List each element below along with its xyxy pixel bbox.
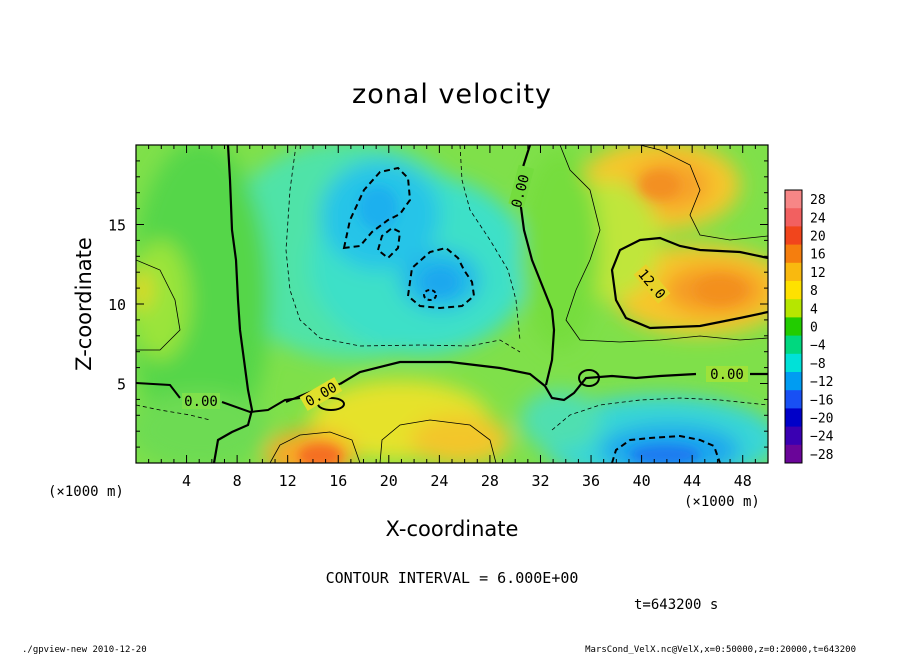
colorbar-label: 16 bbox=[810, 248, 826, 263]
colorbar-label: 0 bbox=[810, 321, 818, 336]
colorbar-swatch bbox=[785, 444, 802, 464]
contour-label: 0.00 bbox=[184, 394, 218, 410]
footer-right: MarsCond_VelX.nc@VelX,x=0:50000,z=0:2000… bbox=[585, 645, 856, 654]
contour-interval-text: CONTOUR INTERVAL = 6.000E+00 bbox=[326, 569, 579, 587]
x-tick-label: 36 bbox=[582, 472, 600, 490]
x-axis-title: X-coordinate bbox=[386, 517, 519, 541]
colorbar-swatch bbox=[785, 281, 802, 300]
colorbar-label: −28 bbox=[810, 448, 833, 463]
y-axis: 5 10 15 bbox=[108, 144, 768, 464]
contour-lines bbox=[136, 145, 768, 463]
y-tick-label: 15 bbox=[108, 217, 126, 235]
colorbar-label: 28 bbox=[810, 193, 826, 208]
x-unit-label: (×1000 m) bbox=[684, 494, 760, 510]
colorbar-swatch bbox=[785, 226, 802, 246]
x-tick-label: 24 bbox=[430, 472, 448, 490]
y-tick-label: 5 bbox=[117, 376, 126, 394]
x-tick-label: 28 bbox=[481, 472, 499, 490]
colorbar-swatch bbox=[785, 244, 802, 264]
colorbar-label: 20 bbox=[810, 230, 826, 245]
x-tick-label: 20 bbox=[380, 472, 398, 490]
x-tick-label: 32 bbox=[531, 472, 549, 490]
colorbar-label: 12 bbox=[810, 266, 826, 281]
y-unit-label: (×1000 m) bbox=[48, 484, 124, 500]
contour-label: 0.00 bbox=[710, 367, 744, 383]
velocity-field: 0.00 0.00 0.00 0.00 12.0 bbox=[136, 145, 768, 463]
y-tick-label: 10 bbox=[108, 296, 126, 314]
colorbar-swatch bbox=[785, 317, 802, 337]
time-text: t=643200 s bbox=[634, 597, 718, 613]
x-tick-label: 48 bbox=[734, 472, 752, 490]
x-tick-label: 44 bbox=[683, 472, 701, 490]
colorbar-swatch bbox=[785, 408, 802, 428]
y-axis-title: Z-coordinate bbox=[72, 237, 96, 371]
x-tick-label: 8 bbox=[233, 472, 242, 490]
colorbar-label: −20 bbox=[810, 412, 833, 427]
colorbar-label: 8 bbox=[810, 284, 818, 299]
colorbar-label: −12 bbox=[810, 375, 833, 390]
colorbar-label: −24 bbox=[810, 430, 834, 445]
colorbar-label: −8 bbox=[810, 357, 826, 372]
colorbar-swatch bbox=[785, 372, 802, 391]
footer-left: ./gpview-new 2010-12-20 bbox=[22, 645, 147, 654]
colorbar-swatch bbox=[785, 190, 802, 209]
colorbar-swatch bbox=[785, 353, 802, 373]
colorbar-label: −4 bbox=[810, 339, 826, 354]
colorbar-label: −16 bbox=[810, 393, 833, 408]
colorbar-swatch bbox=[785, 208, 802, 227]
x-tick-label: 4 bbox=[182, 472, 191, 490]
colorbar-swatch bbox=[785, 262, 802, 282]
colorbar-swatch bbox=[785, 426, 802, 446]
colorbar-swatch bbox=[785, 390, 802, 409]
colorbar-swatch bbox=[785, 299, 802, 318]
colorbar-frame bbox=[784, 189, 803, 464]
colorbar-swatch bbox=[785, 335, 802, 355]
x-tick-label: 16 bbox=[329, 472, 347, 490]
colorbar-label: 4 bbox=[810, 302, 818, 317]
chart-title: zonal velocity bbox=[352, 79, 552, 110]
x-axis: 4 8 12 16 20 24 28 32 36 40 44 48 bbox=[135, 145, 769, 490]
colorbar: 28 24 20 16 12 8 4 0 −4 −8 −12 −16 −20 −24 −28 bbox=[784, 189, 834, 464]
x-tick-label: 40 bbox=[633, 472, 651, 490]
x-tick-label: 12 bbox=[279, 472, 297, 490]
colorbar-label: 24 bbox=[810, 211, 826, 226]
